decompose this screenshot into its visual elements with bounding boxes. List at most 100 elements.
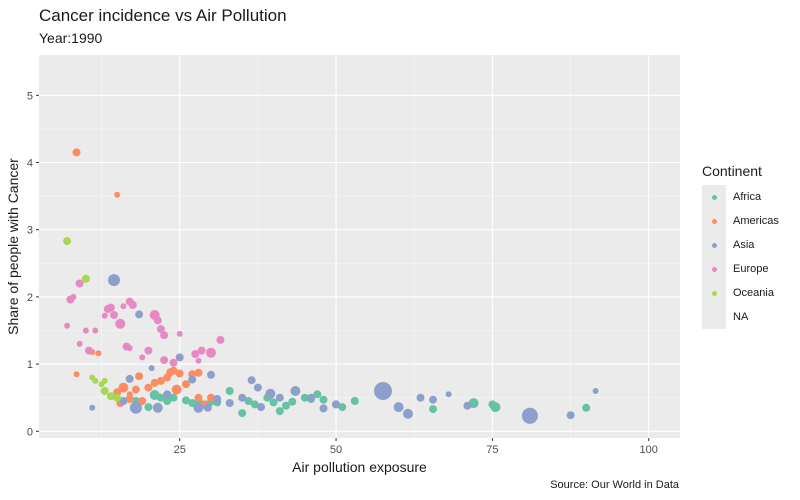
legend-label: Oceania	[733, 287, 774, 299]
data-point-asia	[188, 375, 197, 384]
data-point-africa	[269, 398, 278, 407]
data-point-europe	[75, 279, 84, 288]
y-axis-label: Share of people with Cancer	[5, 158, 21, 335]
data-point-americas	[125, 395, 134, 403]
legend-items: Africa Americas Asia Europe Oceania NA	[702, 185, 800, 329]
data-point-europe	[92, 327, 99, 334]
data-point-europe	[160, 356, 169, 365]
y-tick-label: 2	[27, 292, 33, 304]
legend-item-asia: Asia	[702, 233, 800, 257]
data-point-asia	[193, 402, 204, 413]
data-point-americas	[171, 384, 182, 395]
data-point-asia	[119, 397, 128, 405]
data-point-asia	[135, 310, 144, 319]
data-point-africa	[225, 387, 234, 395]
legend: Continent Africa Americas Asia Europe Oceani…	[702, 163, 800, 329]
data-points	[63, 148, 599, 424]
data-point-europe	[126, 345, 133, 351]
data-point-europe	[70, 293, 77, 300]
data-point-americas	[150, 378, 159, 387]
data-point-europe	[191, 350, 200, 358]
data-point-asia	[108, 274, 120, 287]
data-point-americas	[175, 369, 184, 378]
legend-key	[702, 305, 726, 329]
data-point-asia	[265, 388, 276, 399]
data-point-asia	[238, 393, 247, 402]
data-point-africa	[300, 393, 309, 402]
data-point-africa	[288, 397, 297, 406]
data-point-africa	[282, 401, 290, 410]
data-point-asia	[225, 399, 234, 408]
data-point-europe	[82, 327, 89, 334]
legend-label: Asia	[733, 239, 755, 251]
data-point-europe	[144, 346, 153, 355]
data-point-americas	[131, 385, 140, 394]
legend-title: Continent	[702, 163, 762, 179]
data-point-americas	[118, 382, 129, 393]
data-point-asia	[125, 374, 134, 383]
data-point-oceania	[106, 392, 115, 401]
data-point-africa	[238, 409, 247, 418]
x-tick-label: 50	[330, 444, 342, 456]
data-point-asia	[429, 395, 437, 404]
data-point-asia	[393, 402, 404, 413]
data-point-americas	[194, 368, 203, 377]
chart-title: Cancer incidence vs Air Pollution	[39, 6, 287, 25]
data-point-europe	[139, 354, 146, 361]
data-point-asia	[319, 404, 328, 413]
legend-label: Europe	[733, 263, 769, 275]
legend-key	[702, 185, 726, 209]
legend-label: NA	[733, 311, 749, 323]
data-point-africa	[163, 397, 172, 405]
data-point-oceania	[113, 393, 122, 402]
data-point-asia	[213, 395, 222, 403]
data-point-europe	[85, 346, 93, 355]
data-point-asia	[257, 403, 265, 412]
legend-dot-icon	[712, 219, 717, 224]
data-point-africa	[156, 393, 165, 402]
data-point-asia	[332, 400, 340, 409]
data-point-africa	[429, 405, 437, 414]
legend-item-europe: Europe	[702, 257, 800, 281]
data-point-americas	[156, 376, 165, 385]
data-point-europe	[106, 303, 115, 312]
data-point-asia	[445, 391, 452, 398]
data-point-asia	[89, 404, 96, 411]
legend-key	[702, 233, 726, 257]
legend-item-na: NA	[702, 305, 800, 329]
data-point-africa	[350, 397, 359, 405]
y-tick-label: 5	[27, 90, 33, 102]
legend-item-oceania: Oceania	[702, 281, 800, 305]
legend-dot-icon	[712, 267, 717, 272]
data-point-europe	[197, 346, 206, 355]
data-point-europe	[169, 358, 178, 367]
data-point-americas	[138, 397, 147, 405]
data-point-asia	[247, 376, 256, 385]
data-point-africa	[490, 402, 501, 413]
data-point-americas	[194, 393, 203, 402]
data-point-europe	[115, 318, 126, 329]
y-tick-label: 4	[27, 158, 33, 170]
data-point-africa	[338, 403, 347, 412]
data-point-asia	[175, 353, 184, 362]
data-point-americas	[135, 372, 144, 381]
x-axis-label: Air pollution exposure	[292, 459, 427, 475]
data-point-europe	[153, 316, 162, 325]
data-point-asia	[152, 402, 163, 413]
data-point-europe	[101, 312, 108, 319]
data-point-africa	[313, 390, 322, 399]
y-tick-label: 3	[27, 225, 33, 237]
data-point-asia	[374, 382, 392, 400]
data-point-europe	[156, 325, 165, 334]
data-point-asia	[275, 393, 284, 402]
data-point-europe	[64, 322, 71, 329]
legend-key	[702, 257, 726, 281]
data-point-asia	[566, 411, 575, 420]
data-point-africa	[319, 395, 328, 404]
data-point-oceania	[92, 377, 99, 384]
legend-item-africa: Africa	[702, 185, 800, 209]
data-point-asia	[148, 365, 155, 372]
data-point-americas	[169, 366, 178, 375]
data-point-asia	[207, 370, 215, 379]
